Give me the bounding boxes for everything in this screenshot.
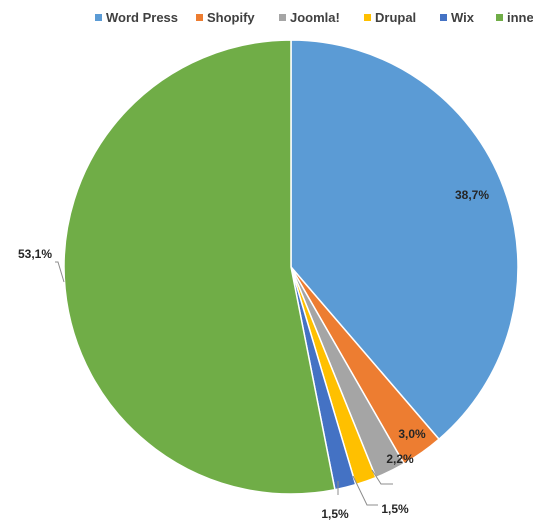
leader-line-inne [55, 261, 65, 283]
data-label-inne: 53,1% [18, 247, 52, 261]
legend-item-word-press: Word Press [95, 10, 178, 25]
legend-item-joomla: Joomla! [279, 10, 340, 25]
legend-swatch-drupal [364, 14, 371, 21]
legend-swatch-word-press [95, 14, 102, 21]
pie-slices [63, 39, 519, 495]
legend-item-inne: inne [496, 10, 533, 25]
data-label-drupal: 1,5% [381, 502, 409, 516]
legend-item-drupal: Drupal [364, 10, 416, 25]
legend-label-joomla: Joomla! [290, 10, 340, 25]
legend-item-shopify: Shopify [196, 10, 255, 25]
pie-slice-inne [63, 39, 336, 495]
legend-swatch-wix [440, 14, 447, 21]
data-label-shopify: 3,0% [398, 427, 426, 441]
legend-label-shopify: Shopify [207, 10, 255, 25]
data-labels: 38,7% 3,0% 2,2% 1,5% 1,5% 53,1% [18, 188, 489, 521]
legend-swatch-joomla [279, 14, 286, 21]
legend-label-drupal: Drupal [375, 10, 416, 25]
legend-item-wix: Wix [440, 10, 475, 25]
legend-label-inne: inne [507, 10, 533, 25]
legend-swatch-inne [496, 14, 503, 21]
pie-slice-word-press [290, 39, 519, 441]
legend-label-wix: Wix [451, 10, 475, 25]
leader-line-joomla [371, 469, 393, 485]
chart-legend: Word Press Shopify Joomla! Drupal Wix inne [95, 10, 533, 25]
data-label-word-press: 38,7% [455, 188, 489, 202]
data-label-joomla: 2,2% [386, 452, 414, 466]
leader-lines [55, 261, 393, 506]
legend-swatch-shopify [196, 14, 203, 21]
leader-line-drupal [352, 475, 378, 506]
data-label-wix: 1,5% [321, 507, 349, 521]
legend-label-word-press: Word Press [106, 10, 178, 25]
